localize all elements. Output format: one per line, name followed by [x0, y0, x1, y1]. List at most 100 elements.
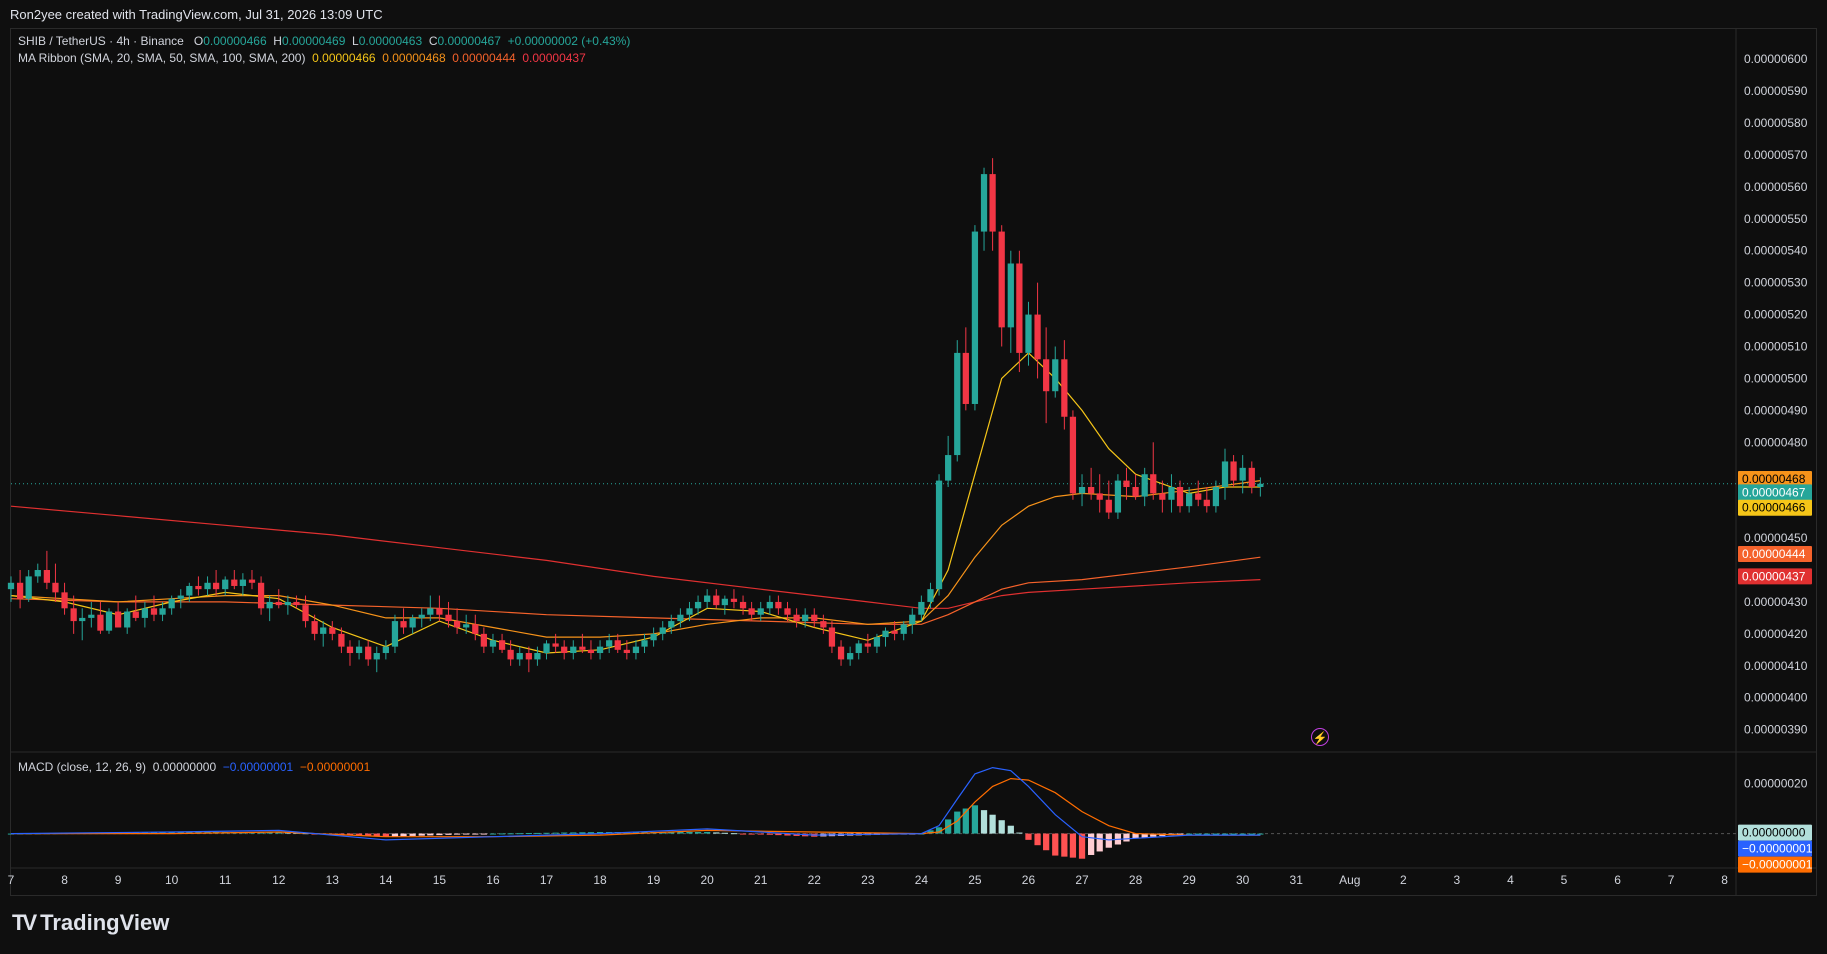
y-tick-label: 0.00000450: [1744, 531, 1808, 545]
y-tick-label: 0.00000430: [1744, 595, 1808, 609]
candle-body: [52, 582, 59, 593]
candle-body: [1248, 467, 1255, 487]
x-tick-label: 6: [1614, 873, 1621, 887]
candle-body: [266, 601, 273, 609]
candle-body: [659, 627, 666, 634]
ma200-line: [10, 505, 1261, 609]
candle-body: [355, 646, 363, 654]
candle-body: [1043, 359, 1050, 392]
macd-histogram-bar: [463, 833, 470, 835]
macd-histogram-bar: [1007, 825, 1014, 834]
candle-body: [837, 646, 845, 660]
candle-body: [463, 624, 470, 628]
x-tick-label: 21: [754, 873, 768, 887]
candle-body: [552, 643, 559, 647]
ma-ribbon-title[interactable]: MA Ribbon (SMA, 20, SMA, 50, SMA, 100, S…: [18, 51, 306, 65]
y-tick-label: 0.00000500: [1744, 371, 1808, 385]
macd-histogram-bar: [980, 810, 988, 834]
ma100-price-badge-bg: [1738, 546, 1812, 563]
candle-body: [186, 585, 193, 596]
candle-body: [88, 614, 95, 618]
candle-body: [980, 174, 988, 232]
top-bar: Ron2yee created with TradingView.com, Ju…: [0, 0, 1827, 28]
x-tick-label: 23: [861, 873, 875, 887]
macd-title[interactable]: MACD (close, 12, 26, 9): [18, 760, 147, 774]
macd-histogram-bar: [775, 833, 782, 836]
macd-histogram-bar: [346, 833, 354, 836]
candle-body: [811, 614, 818, 622]
macd-histogram-bar: [962, 808, 969, 834]
high-label: H: [273, 34, 282, 48]
x-tick-label: 14: [379, 873, 393, 887]
y-tick-label: 0.00000510: [1744, 340, 1808, 354]
macd-signal-value: −0.00000001: [299, 760, 371, 774]
macd-line-badge-bg: [1738, 840, 1812, 857]
ma20-price-badge: 0.00000466: [1738, 499, 1812, 516]
macd-histogram-bar: [587, 832, 595, 834]
macd-histogram-bar: [1239, 833, 1246, 835]
candle-body: [400, 621, 407, 628]
macd-histogram-bar: [579, 832, 586, 834]
candle-body: [498, 640, 506, 650]
ma100-value: 0.00000444: [452, 51, 516, 65]
candle-body: [1007, 263, 1014, 328]
candle-body: [989, 174, 996, 232]
x-tick-label: 25: [968, 873, 982, 887]
macd-histogram-bar: [1212, 833, 1220, 835]
macd-histogram-bar: [453, 833, 461, 835]
candle-body: [587, 649, 595, 654]
macd-histogram-bar: [168, 832, 175, 834]
candle-body: [1114, 480, 1122, 513]
macd-histogram-bar: [1123, 833, 1130, 842]
macd-histogram-bar: [704, 832, 711, 834]
lightning-icon[interactable]: ⚡: [1311, 728, 1329, 746]
candle-body: [1123, 480, 1130, 487]
low-label: L: [352, 34, 359, 48]
y-tick-label: 0.00000480: [1744, 435, 1808, 449]
macd-histogram-bar: [954, 811, 961, 834]
candle-body: [418, 614, 425, 618]
y-tick-label: 0.00000400: [1744, 691, 1808, 705]
candle-body: [623, 649, 630, 654]
candle-body: [606, 640, 613, 647]
close-label: C: [428, 34, 438, 48]
candle-body: [962, 352, 969, 404]
ma-legend: MA Ribbon (SMA, 20, SMA, 50, SMA, 100, S…: [18, 51, 586, 65]
candle-body: [1132, 486, 1139, 497]
ma50-price-badge-text: 0.00000468: [1742, 472, 1806, 486]
candle-body: [311, 621, 318, 634]
candle-body: [847, 653, 854, 660]
candle-body: [650, 633, 657, 641]
candle-body: [954, 352, 961, 456]
macd-histogram-bar: [1203, 833, 1210, 835]
macd-histogram-bar: [552, 832, 559, 834]
open-value: 0.00000466: [203, 34, 267, 48]
macd-histogram-bar: [141, 832, 149, 834]
x-tick-label: 5: [1561, 873, 1568, 887]
symbol-label[interactable]: SHIB / TetherUS · 4h · Binance: [18, 34, 184, 48]
candle-body: [1230, 461, 1237, 481]
macd-histogram-bar: [1016, 832, 1023, 834]
tradingview-logo-icon: TV: [12, 910, 37, 935]
x-tick-label: 29: [1182, 873, 1196, 887]
x-tick-label: 7: [1668, 873, 1675, 887]
candle-body: [427, 608, 434, 615]
macd-histogram-bar: [445, 833, 452, 835]
candle-body: [293, 601, 300, 606]
macd-line: [10, 766, 1261, 841]
y-tick-label: 0.00000490: [1744, 403, 1808, 417]
macd-histogram-bar: [472, 833, 479, 835]
candle-body: [775, 601, 782, 609]
chart-frame: [10, 28, 1817, 896]
ma200-price-badge-bg: [1738, 568, 1812, 585]
macd-histogram-bar: [766, 833, 773, 835]
x-tick-label: Aug: [1339, 873, 1360, 887]
candle-body: [391, 621, 399, 647]
candle-body: [70, 608, 77, 622]
x-tick-label: 3: [1454, 873, 1461, 887]
candle-body: [302, 605, 309, 622]
macd-histogram-bar: [757, 833, 764, 835]
candle-body: [579, 646, 586, 650]
x-tick-label: 19: [647, 873, 661, 887]
